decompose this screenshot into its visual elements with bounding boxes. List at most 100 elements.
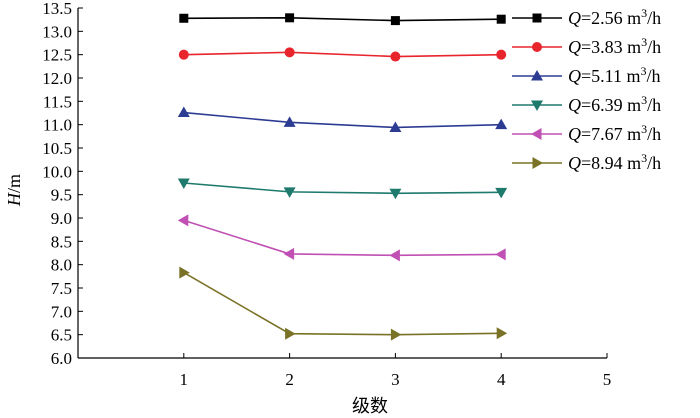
legend-unit-superscript: 3 [641,6,647,20]
y-tick-label: 12.0 [42,69,72,88]
legend-label: Q=6.39 m3/h [568,93,661,115]
legend-value: =5.11 m [581,66,640,86]
y-axis-title-symbol: H [4,192,24,207]
series-line [183,271,502,336]
legend-symbol: Q [568,37,581,57]
chart-axes [77,8,607,359]
legend: Q=2.56 m3/hQ=3.83 m3/hQ=5.11 m3/hQ=6.39 … [512,6,661,173]
data-point [179,13,189,23]
legend-symbol: Q [568,95,581,115]
data-point [389,121,402,132]
legend-label: Q=5.11 m3/h [568,64,661,86]
legend-unit-tail: /h [647,8,661,28]
legend-symbol: Q [568,124,581,144]
y-tick-label: 12.5 [42,46,72,65]
legend-item: Q=7.67 m3/h [512,122,661,144]
legend-value: =7.67 m [581,124,641,144]
y-tick-label: 9.5 [51,186,72,205]
data-point [495,248,506,261]
data-point [532,13,542,23]
y-tick-label: 8.5 [51,232,72,251]
legend-value: =8.94 m [581,153,641,173]
series-layer [177,13,508,341]
x-axis-ticks: 1 2 3 4 5 [180,353,612,389]
y-tick-label: 8.0 [51,256,72,275]
data-point [532,42,542,52]
legend-unit-tail: /h [647,124,661,144]
legend-item: Q=5.11 m3/h [512,64,661,86]
y-tick-label: 13.0 [42,22,72,41]
x-tick-label: 4 [497,370,506,389]
series-line [183,219,502,257]
data-point [389,249,400,262]
y-tick-label: 13.5 [42,0,72,18]
data-point [285,13,295,23]
legend-unit-tail: /h [647,37,661,57]
x-tick-label: 2 [285,370,294,389]
y-axis-title: H/m [4,174,24,207]
y-tick-label: 6.0 [51,349,72,368]
data-point [390,16,400,26]
legend-value: =3.83 m [581,37,641,57]
legend-unit-superscript: 3 [641,122,647,136]
data-point [285,327,296,340]
y-tick-label: 7.0 [51,302,72,321]
y-tick-label: 9.0 [51,209,72,228]
legend-label: Q=2.56 m3/h [568,6,661,28]
legend-item: Q=3.83 m3/h [512,35,661,57]
series-line [183,16,502,22]
y-tick-label: 10.5 [42,139,72,158]
legend-unit-superscript: 3 [641,93,647,107]
legend-unit-superscript: 3 [641,35,647,49]
x-axis-title: 级数 [352,396,388,416]
data-point [179,266,190,279]
data-point [283,116,296,127]
series-line [183,182,502,195]
legend-label: Q=7.67 m3/h [568,122,661,144]
series-group [179,266,508,341]
legend-item: Q=8.94 m3/h [512,151,661,173]
y-tick-label: 7.5 [51,279,72,298]
y-tick-label: 11.0 [43,116,72,135]
data-point [531,128,542,140]
legend-symbol: Q [568,153,581,173]
data-point [496,14,506,24]
legend-unit-superscript: 3 [640,64,646,78]
data-point [283,187,296,198]
data-point [532,157,543,169]
legend-unit-tail: /h [646,66,660,86]
legend-value: =2.56 m [581,8,641,28]
series-line [183,51,502,58]
data-point [495,118,508,130]
data-point [531,70,543,81]
data-point [177,106,190,118]
y-axis-title-unit: /m [4,174,24,193]
series-group [177,178,508,200]
series-group [179,13,506,26]
legend-unit-superscript: 3 [641,151,647,165]
data-point [496,49,507,60]
series-group [177,214,506,262]
data-point [495,187,508,199]
legend-unit-tail: /h [647,95,661,115]
x-tick-label: 3 [391,370,400,389]
y-axis-ticks: 6.0 6.5 7.0 7.5 8.0 8.5 9.0 9.5 10.0 10.5 11.0 11.5… [42,0,83,368]
data-point [390,328,402,341]
legend-label: Q=8.94 m3/h [568,151,661,173]
data-point [496,327,508,340]
legend-item: Q=6.39 m3/h [512,93,661,115]
y-tick-label: 10.0 [42,162,72,181]
data-point [390,51,401,62]
series-group [178,47,507,62]
data-point [177,178,190,189]
y-tick-label: 6.5 [51,326,72,345]
series-line [183,111,502,129]
series-group [177,106,508,132]
y-tick-label: 11.5 [43,92,72,111]
x-tick-label: 1 [180,370,189,389]
data-point [283,247,295,260]
legend-label: Q=3.83 m3/h [568,35,661,57]
x-tick-label: 5 [603,370,612,389]
legend-item: Q=2.56 m3/h [512,6,661,28]
